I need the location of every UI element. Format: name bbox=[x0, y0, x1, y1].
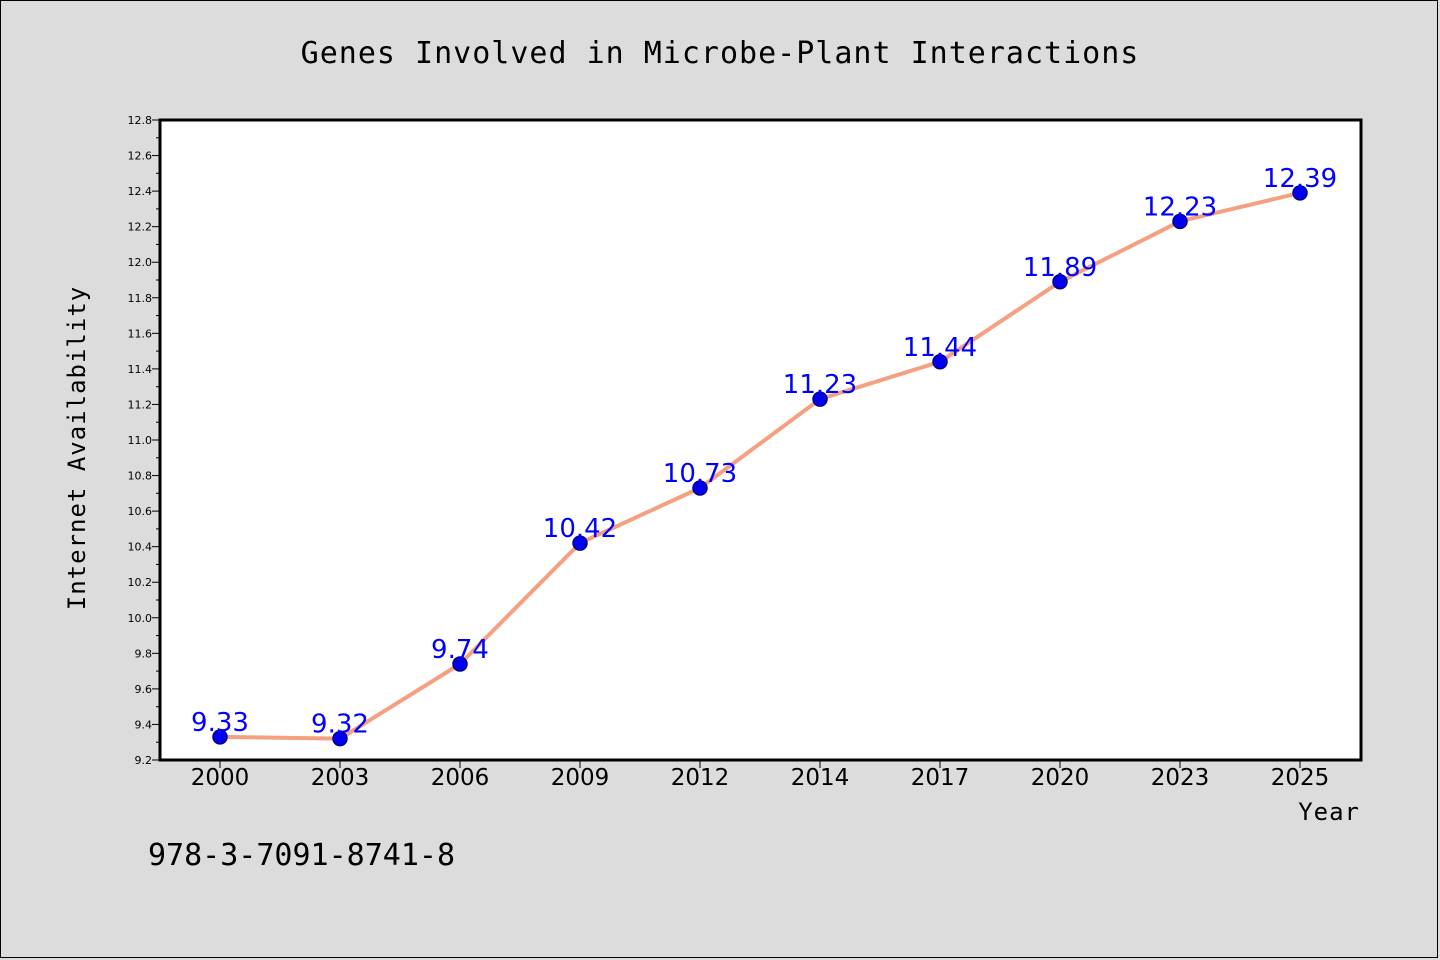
data-point bbox=[212, 729, 228, 745]
x-tick-label: 2014 bbox=[791, 765, 850, 791]
x-tick-label: 2003 bbox=[311, 765, 370, 791]
x-tick-label: 2012 bbox=[671, 765, 730, 791]
y-tick-label: 12.4 bbox=[128, 185, 153, 198]
y-tick-label: 10.2 bbox=[128, 576, 153, 589]
x-axis-title: Year bbox=[1298, 798, 1360, 826]
y-axis-ticks: 9.2 9.4 9.6 9.8 10.0 10.2 10.4 10.6 10.8 11.0 11.2… bbox=[128, 114, 160, 767]
caption-text: 978-3-7091-8741-8 bbox=[148, 838, 455, 873]
y-tick-label: 10.6 bbox=[128, 505, 153, 518]
y-tick-label: 11.6 bbox=[128, 327, 153, 340]
data-point bbox=[452, 656, 468, 672]
data-point bbox=[1052, 274, 1068, 290]
y-tick-label: 9.8 bbox=[135, 647, 153, 660]
data-point bbox=[332, 730, 348, 747]
series-line-group bbox=[219, 190, 1301, 741]
x-tick-label: 2020 bbox=[1031, 765, 1090, 791]
data-labels: 9.33 9.32 9.74 10.42 10.73 11.23 11.44 11.89 12.… bbox=[191, 164, 1337, 740]
x-tick-label: 2009 bbox=[551, 765, 610, 791]
chart-title: Genes Involved in Microbe-Plant Interact… bbox=[301, 36, 1140, 71]
y-tick-label: 9.4 bbox=[135, 718, 153, 731]
x-tick-label: 2023 bbox=[1151, 765, 1210, 791]
x-tick-label: 2025 bbox=[1271, 765, 1330, 791]
y-axis-title: Internet Availability bbox=[63, 286, 91, 610]
data-point bbox=[692, 480, 708, 496]
series-line bbox=[219, 190, 1301, 741]
data-point bbox=[572, 535, 588, 551]
data-point bbox=[1292, 185, 1308, 201]
data-label: 11.44 bbox=[903, 333, 977, 363]
y-tick-label: 12.0 bbox=[128, 256, 153, 269]
y-tick-label: 9.6 bbox=[135, 683, 153, 696]
x-axis-ticks: 2000 2003 2006 2009 2012 2014 2017 2020 2023 2025 bbox=[191, 760, 1330, 791]
plot-area bbox=[158, 118, 1363, 762]
data-label: 12.39 bbox=[1263, 164, 1337, 194]
y-tick-label: 12.6 bbox=[128, 150, 153, 163]
x-tick-label: 2017 bbox=[911, 765, 970, 791]
data-label: 9.33 bbox=[191, 708, 249, 738]
y-tick-label: 11.4 bbox=[128, 363, 153, 376]
data-point bbox=[812, 391, 828, 407]
x-tick-label: 2000 bbox=[191, 765, 250, 791]
y-tick-label: 11.0 bbox=[128, 434, 153, 447]
data-label: 10.73 bbox=[663, 459, 737, 489]
y-tick-label: 10.0 bbox=[128, 612, 153, 625]
x-tick-label: 2006 bbox=[431, 765, 490, 791]
y-tick-label: 12.8 bbox=[128, 114, 153, 127]
data-point bbox=[1172, 213, 1188, 230]
y-tick-label: 11.2 bbox=[128, 398, 153, 411]
data-label: 9.74 bbox=[431, 635, 489, 665]
y-tick-label: 11.8 bbox=[128, 292, 153, 305]
data-label: 11.89 bbox=[1023, 253, 1097, 283]
data-label: 12.23 bbox=[1143, 192, 1217, 222]
data-label: 11.23 bbox=[783, 370, 857, 400]
y-tick-label: 10.8 bbox=[128, 470, 153, 483]
y-tick-label: 10.4 bbox=[128, 541, 153, 554]
data-label: 10.42 bbox=[543, 514, 617, 544]
data-markers bbox=[212, 185, 1308, 747]
data-point bbox=[932, 354, 948, 370]
data-label: 9.32 bbox=[311, 710, 369, 740]
y-tick-label: 12.2 bbox=[128, 221, 153, 234]
y-tick-label: 9.2 bbox=[135, 754, 153, 767]
